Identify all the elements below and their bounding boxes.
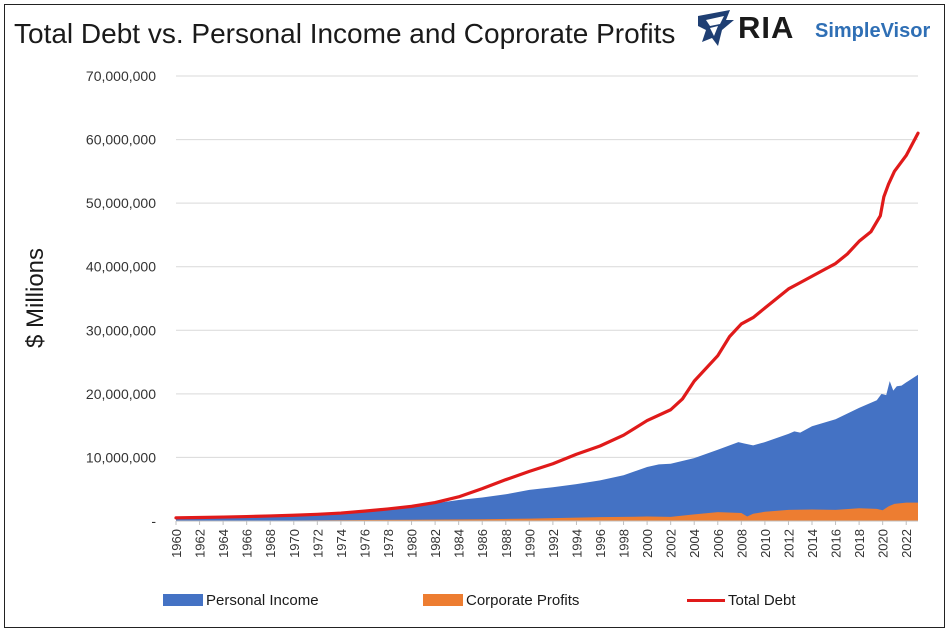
legend-label-personal-income: Personal Income xyxy=(206,591,319,609)
y-tick-label-2: 20,000,000 xyxy=(86,386,156,402)
legend-swatch-personal-income xyxy=(163,594,203,606)
x-tick-label-5: 1970 xyxy=(287,529,302,558)
legend-label-corporate-profits: Corporate Profits xyxy=(466,591,580,609)
x-tick-label-31: 2022 xyxy=(899,529,914,558)
series-area-corporate-profits xyxy=(176,502,918,521)
x-tick-label-7: 1974 xyxy=(334,529,349,558)
x-tick-label-26: 2012 xyxy=(781,529,796,558)
brand-simplevisor: SimpleVisor xyxy=(815,20,931,42)
x-tick-label-10: 1980 xyxy=(405,529,420,558)
brand-logo-block: RIA SimpleVisor xyxy=(696,8,936,48)
y-tick-label-5: 50,000,000 xyxy=(86,195,156,211)
series-area-personal-income xyxy=(176,374,918,521)
x-tick-label-20: 2000 xyxy=(640,529,655,558)
legend-swatch-total-debt xyxy=(687,598,725,602)
y-tick-label-3: 30,000,000 xyxy=(86,322,156,338)
x-tick-label-23: 2006 xyxy=(711,529,726,558)
x-tick-label-6: 1972 xyxy=(310,529,325,558)
x-tick-label-17: 1994 xyxy=(569,529,584,558)
x-tick-label-21: 2002 xyxy=(664,529,679,558)
x-tick-label-24: 2008 xyxy=(734,529,749,558)
series-line-total-debt xyxy=(174,131,920,520)
x-tick-label-25: 2010 xyxy=(758,529,773,558)
y-tick-label-1: 10,000,000 xyxy=(86,449,156,465)
x-tick-label-13: 1986 xyxy=(475,529,490,558)
y-tick-label-4: 40,000,000 xyxy=(86,259,156,275)
x-tick-label-22: 2004 xyxy=(687,529,702,558)
legend-label-total-debt: Total Debt xyxy=(728,591,796,609)
y-tick-label-0: - xyxy=(151,513,156,529)
x-tick-label-15: 1990 xyxy=(522,529,537,558)
x-tick-label-12: 1984 xyxy=(452,529,467,558)
x-tick-label-29: 2018 xyxy=(852,529,867,558)
y-tick-label-6: 60,000,000 xyxy=(86,132,156,148)
x-tick-label-0: 1960 xyxy=(169,529,184,558)
x-tick-label-27: 2014 xyxy=(805,529,820,558)
legend-swatch-corporate-profits xyxy=(423,594,463,606)
x-tick-label-11: 1982 xyxy=(428,529,443,558)
legend-item-total-debt: Total Debt xyxy=(687,591,796,609)
x-tick-label-14: 1988 xyxy=(499,529,514,558)
legend-item-personal-income: Personal Income xyxy=(163,591,319,609)
x-tick-label-3: 1966 xyxy=(240,529,255,558)
x-tick-label-28: 2016 xyxy=(829,529,844,558)
x-tick-label-4: 1968 xyxy=(263,529,278,558)
y-tick-label-7: 70,000,000 xyxy=(86,68,156,84)
legend-item-corporate-profits: Corporate Profits xyxy=(423,591,579,609)
chart-title: Total Debt vs. Personal Income and Copro… xyxy=(14,18,676,49)
x-tick-label-8: 1976 xyxy=(357,529,372,558)
x-tick-label-18: 1996 xyxy=(593,529,608,558)
x-tick-label-1: 1962 xyxy=(193,529,208,558)
x-tick-label-2: 1964 xyxy=(216,529,231,558)
brand-ria: RIA xyxy=(738,10,795,45)
x-tick-label-16: 1992 xyxy=(546,529,561,558)
eagle-logo-icon xyxy=(698,10,734,46)
x-tick-label-30: 2020 xyxy=(876,529,891,558)
x-tick-label-9: 1978 xyxy=(381,529,396,558)
x-tick-label-19: 1998 xyxy=(617,529,632,558)
